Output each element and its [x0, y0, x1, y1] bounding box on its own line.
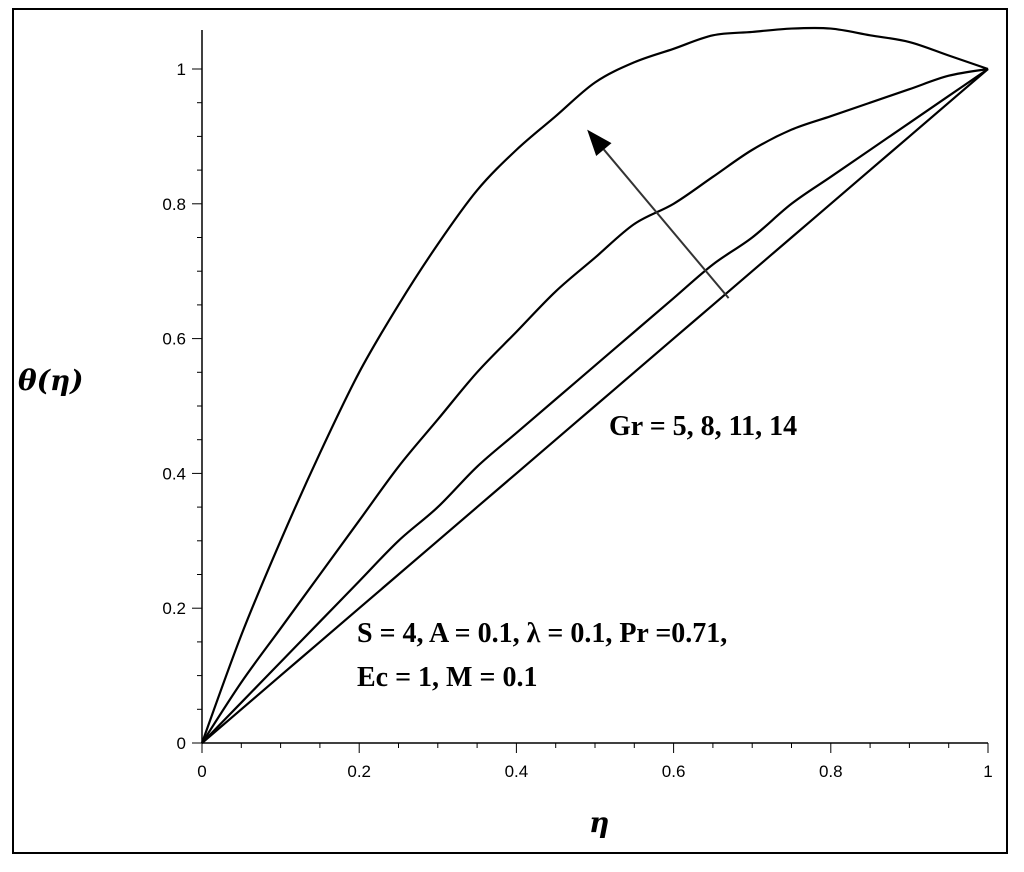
series-line-4: [200, 26, 989, 744]
figure-frame: 0 0.2 0.4 0.6 0.8 1 0 0.2 0.4 0.6 0.8 1 θ(η) η Gr =…: [12, 8, 1008, 854]
arrow-shaft: [603, 148, 730, 299]
y-tick-label: 1: [177, 60, 186, 79]
x-tick-label: 0.6: [662, 762, 686, 781]
y-axis-title: θ(η): [18, 364, 84, 397]
y-tick-label: 0.4: [162, 464, 186, 483]
x-tick-label: 0.2: [347, 762, 371, 781]
x-tick-label: 0.8: [819, 762, 843, 781]
x-tick-label: 0.4: [505, 762, 529, 781]
series-line-1: [201, 68, 989, 744]
ticks: 0 0.2 0.4 0.6 0.8 1 0 0.2 0.4 0.6 0.8 1: [162, 60, 992, 781]
annotation-gr: Gr = 5, 8, 11, 14: [609, 411, 797, 442]
y-tick-label: 0.2: [162, 599, 186, 618]
line-chart: 0 0.2 0.4 0.6 0.8 1 0 0.2 0.4 0.6 0.8 1 θ(η) η Gr =…: [18, 26, 993, 839]
x-tick-label: 0: [197, 762, 206, 781]
x-axis-title: η: [589, 806, 609, 839]
annotation-params-line2: Ec = 1, M = 0.1: [357, 662, 537, 693]
y-tick-label: 0.8: [162, 195, 186, 214]
arrow-head: [587, 129, 612, 157]
y-tick-label: 0.6: [162, 330, 186, 349]
arrow-indicator: [587, 129, 730, 299]
curves: [200, 26, 989, 744]
series-line-3: [201, 67, 989, 744]
annotation-params-line1: S = 4, A = 0.1, λ = 0.1, Pr =0.71,: [357, 618, 727, 649]
y-tick-label: 0: [177, 734, 186, 753]
x-tick-label: 1: [983, 762, 992, 781]
series-line-2: [201, 68, 989, 744]
